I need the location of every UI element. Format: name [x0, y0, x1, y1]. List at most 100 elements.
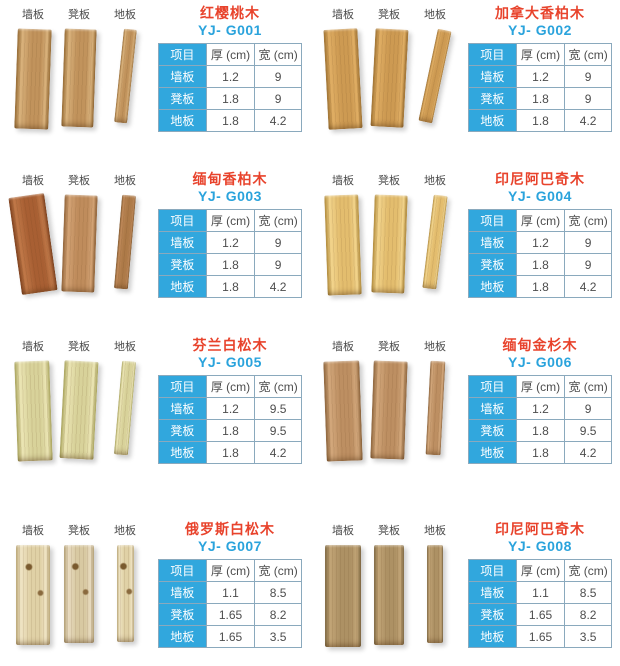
- spec-value: 1.8: [205, 419, 256, 442]
- product-card: 墙板 凳板 地板 红樱桃木 YJ- G001 项目 厚 (cm) 宽 (cm): [0, 0, 310, 166]
- spec-value: 1.2: [205, 231, 256, 254]
- spec-header-row: 项目 厚 (cm) 宽 (cm): [158, 375, 302, 398]
- spec-header-row: 项目 厚 (cm) 宽 (cm): [468, 375, 612, 398]
- spec-value: 9: [254, 87, 302, 110]
- board-label: 墙板: [22, 341, 44, 353]
- product-name: 加拿大香柏木: [495, 5, 585, 21]
- spec-row-label: 地板: [158, 625, 207, 648]
- spec-row: 墙板 1.1 8.5: [158, 581, 302, 604]
- wood-plank-image: [59, 360, 99, 460]
- product-name: 缅甸香柏木: [192, 171, 268, 187]
- product-card: 墙板 凳板 地板 缅甸香柏木 YJ- G003 项目 厚 (cm) 宽 (cm): [0, 166, 310, 332]
- product-code: YJ- G003: [198, 188, 262, 204]
- spec-header-item: 项目: [158, 43, 207, 66]
- plank-column: 地板: [102, 0, 148, 124]
- spec-row-label: 凳板: [158, 253, 207, 276]
- product-info: 缅甸香柏木 YJ- G003 项目 厚 (cm) 宽 (cm) 墙板 1.2 9…: [158, 166, 310, 332]
- spec-header-item: 项目: [158, 375, 207, 398]
- spec-table: 项目 厚 (cm) 宽 (cm) 墙板 1.1 8.5 凳板 1.65 8.2 …: [158, 559, 302, 648]
- spec-row-label: 地板: [158, 109, 207, 132]
- spec-value: 3.5: [564, 625, 612, 648]
- spec-table: 项目 厚 (cm) 宽 (cm) 墙板 1.2 9 凳板 1.8 9 地板 1.…: [468, 43, 612, 132]
- spec-row-label: 地板: [468, 441, 517, 464]
- product-name: 红樱桃木: [200, 5, 260, 21]
- spec-row: 凳板 1.8 9: [468, 253, 612, 276]
- spec-header-row: 项目 厚 (cm) 宽 (cm): [468, 559, 612, 582]
- spec-row: 凳板 1.8 9.5: [468, 419, 612, 442]
- product-info: 加拿大香柏木 YJ- G002 项目 厚 (cm) 宽 (cm) 墙板 1.2 …: [468, 0, 620, 166]
- wood-plank-image: [323, 28, 363, 130]
- product-info: 缅甸金杉木 YJ- G006 项目 厚 (cm) 宽 (cm) 墙板 1.2 9…: [468, 332, 620, 498]
- spec-value: 9: [254, 231, 302, 254]
- spec-value: 1.8: [205, 275, 256, 298]
- spec-value: 4.2: [254, 275, 302, 298]
- product-name: 印尼阿巴奇木: [495, 521, 585, 537]
- wood-plank-image: [113, 360, 137, 456]
- spec-row-label: 凳板: [468, 87, 517, 110]
- product-card: 墙板 凳板 地板 俄罗斯白松木 YJ- G007 项目 厚 (cm) 宽 (cm…: [0, 498, 310, 666]
- board-label: 地板: [114, 175, 136, 187]
- wood-plank-image: [116, 545, 134, 642]
- spec-table: 项目 厚 (cm) 宽 (cm) 墙板 1.1 8.5 凳板 1.65 8.2 …: [468, 559, 612, 648]
- spec-header-thickness: 厚 (cm): [205, 375, 256, 398]
- plank-samples: 墙板 凳板 地板: [310, 0, 468, 166]
- plank-column: 墙板: [320, 166, 366, 296]
- spec-row: 凳板 1.8 9: [158, 253, 302, 276]
- spec-row-label: 凳板: [158, 87, 207, 110]
- spec-header-item: 项目: [468, 375, 517, 398]
- spec-value: 4.2: [254, 109, 302, 132]
- spec-value: 9.5: [254, 397, 302, 420]
- spec-value: 1.2: [515, 231, 566, 254]
- spec-value: 1.2: [515, 397, 566, 420]
- spec-row-label: 地板: [468, 625, 517, 648]
- plank-column: 凳板: [366, 332, 412, 460]
- spec-header-width: 宽 (cm): [254, 209, 302, 232]
- plank-samples: 墙板 凳板 地板: [0, 516, 158, 666]
- plank-column: 墙板: [320, 516, 366, 647]
- spec-value: 1.8: [205, 109, 256, 132]
- board-label: 凳板: [68, 9, 90, 21]
- spec-header-thickness: 厚 (cm): [515, 375, 566, 398]
- spec-row: 墙板 1.2 9: [468, 397, 612, 420]
- spec-row-label: 地板: [158, 275, 207, 298]
- plank-column: 墙板: [10, 332, 56, 462]
- spec-row-label: 凳板: [158, 603, 207, 626]
- spec-header-width: 宽 (cm): [564, 375, 612, 398]
- spec-value: 8.5: [564, 581, 612, 604]
- spec-value: 1.65: [205, 603, 256, 626]
- board-label: 凳板: [378, 9, 400, 21]
- spec-header-thickness: 厚 (cm): [515, 559, 566, 582]
- spec-value: 1.1: [515, 581, 566, 604]
- board-label: 凳板: [378, 175, 400, 187]
- spec-value: 4.2: [254, 441, 302, 464]
- wood-plank-image: [418, 28, 452, 124]
- spec-row-label: 墙板: [158, 581, 207, 604]
- spec-value: 1.8: [515, 109, 566, 132]
- product-name: 印尼阿巴奇木: [495, 171, 585, 187]
- spec-row-label: 地板: [158, 441, 207, 464]
- wood-plank-image: [323, 360, 363, 462]
- spec-value: 1.2: [515, 65, 566, 88]
- board-label: 墙板: [332, 525, 354, 537]
- spec-row-label: 凳板: [468, 253, 517, 276]
- product-code: YJ- G007: [198, 538, 262, 554]
- board-label: 墙板: [332, 9, 354, 21]
- spec-header-width: 宽 (cm): [254, 375, 302, 398]
- board-label: 墙板: [22, 525, 44, 537]
- plank-column: 地板: [412, 516, 458, 643]
- plank-column: 凳板: [56, 166, 102, 293]
- plank-column: 凳板: [56, 332, 102, 460]
- spec-value: 1.8: [515, 87, 566, 110]
- spec-value: 1.8: [515, 441, 566, 464]
- wood-plank-image: [64, 545, 94, 643]
- spec-table: 项目 厚 (cm) 宽 (cm) 墙板 1.2 9 凳板 1.8 9 地板 1.…: [158, 43, 302, 132]
- spec-row: 地板 1.8 4.2: [468, 275, 612, 298]
- product-code: YJ- G004: [508, 188, 572, 204]
- spec-header-width: 宽 (cm): [564, 43, 612, 66]
- spec-header-thickness: 厚 (cm): [515, 43, 566, 66]
- spec-header-row: 项目 厚 (cm) 宽 (cm): [468, 209, 612, 232]
- plank-samples: 墙板 凳板 地板: [310, 332, 468, 498]
- plank-column: 地板: [102, 516, 148, 642]
- wood-plank-image: [61, 28, 97, 128]
